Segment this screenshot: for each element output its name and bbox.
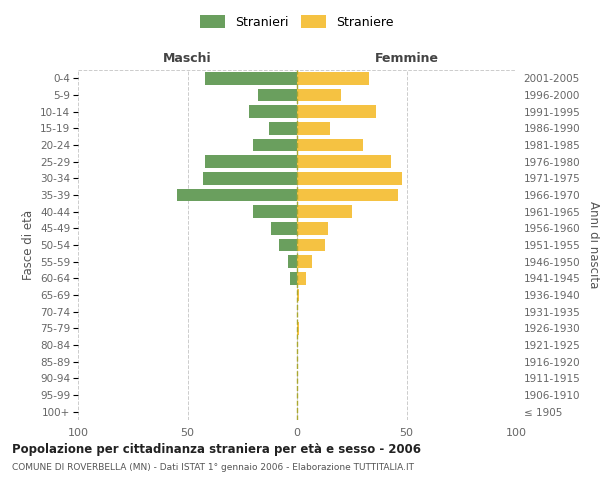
Text: Femmine: Femmine (374, 52, 439, 65)
Text: Popolazione per cittadinanza straniera per età e sesso - 2006: Popolazione per cittadinanza straniera p… (12, 442, 421, 456)
Bar (297, 89, 341, 101)
Text: COMUNE DI ROVERBELLA (MN) - Dati ISTAT 1° gennaio 2006 - Elaborazione TUTTITALIA: COMUNE DI ROVERBELLA (MN) - Dati ISTAT 1… (12, 462, 414, 471)
Bar (297, 72, 369, 85)
Bar (253, 138, 297, 151)
Bar (290, 272, 297, 284)
Bar (269, 122, 297, 134)
Bar (297, 289, 299, 301)
Bar (176, 188, 297, 201)
Bar (297, 188, 398, 201)
Bar (297, 106, 376, 118)
Text: Maschi: Maschi (163, 52, 212, 65)
Bar (297, 156, 391, 168)
Y-axis label: Anni di nascita: Anni di nascita (587, 202, 600, 288)
Bar (249, 106, 297, 118)
Bar (205, 72, 297, 85)
Bar (297, 256, 313, 268)
Bar (297, 322, 299, 334)
Bar (297, 122, 330, 134)
Bar (297, 272, 306, 284)
Bar (297, 222, 328, 234)
Bar (205, 156, 297, 168)
Bar (297, 206, 352, 218)
Bar (297, 239, 325, 251)
Bar (297, 138, 363, 151)
Bar (297, 172, 402, 184)
Bar (280, 239, 297, 251)
Bar (271, 222, 297, 234)
Y-axis label: Fasce di età: Fasce di età (22, 210, 35, 280)
Bar (253, 206, 297, 218)
Bar (203, 172, 297, 184)
Bar (257, 89, 297, 101)
Bar (288, 256, 297, 268)
Legend: Stranieri, Straniere: Stranieri, Straniere (200, 15, 394, 28)
